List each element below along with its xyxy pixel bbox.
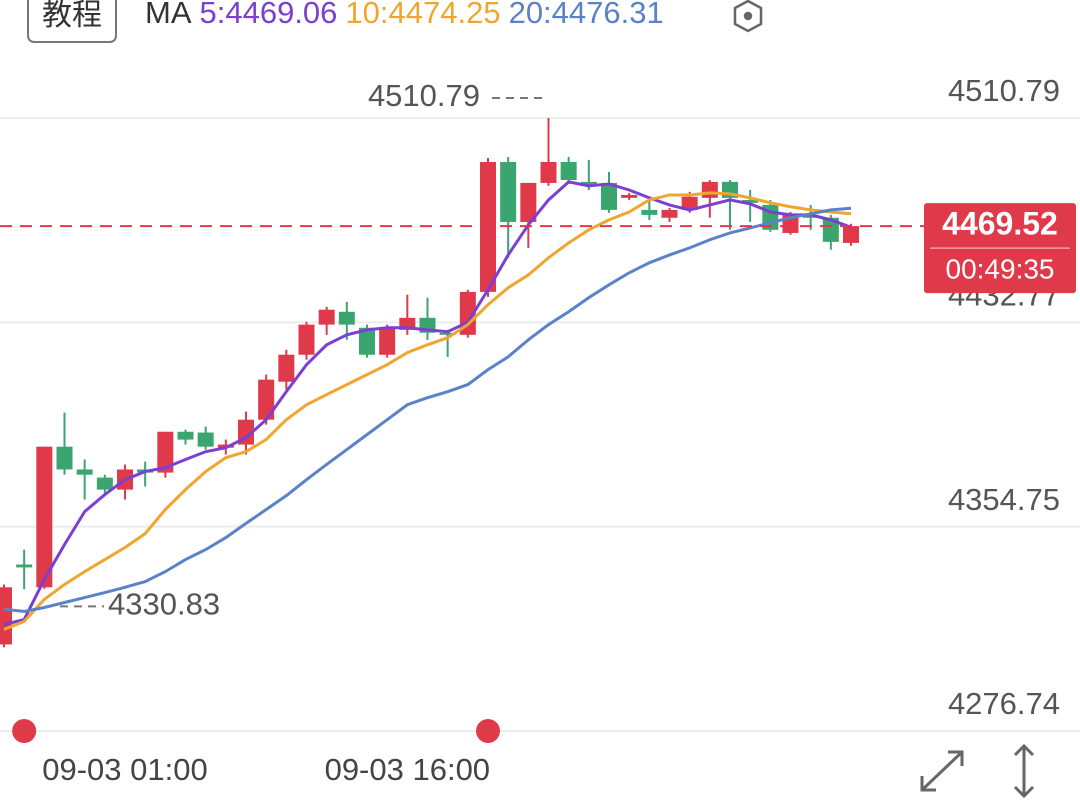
candle-body	[822, 217, 839, 242]
candle-body	[580, 181, 597, 186]
legend-entry: 20:4476.31	[509, 0, 664, 30]
scale-icon[interactable]	[1013, 743, 1035, 799]
x-tick-label: 09-03 01:00	[42, 752, 207, 787]
ma-line	[3, 206, 852, 613]
candle-body	[278, 354, 295, 382]
last-price-label: 4469.52	[942, 206, 1058, 242]
candle-body	[843, 226, 859, 243]
ma-line	[3, 191, 852, 631]
candle-body	[96, 477, 113, 490]
candle-body	[338, 311, 355, 325]
tutorial-button[interactable]	[27, 0, 117, 43]
candle-body	[621, 194, 638, 198]
candle-body	[36, 446, 53, 588]
legend-entry: 5:4469.06	[200, 0, 338, 30]
candle-body	[298, 324, 315, 355]
candle-body	[540, 161, 557, 183]
candle-body	[157, 431, 174, 473]
y-tick-label: 4276.74	[948, 686, 1060, 721]
ma-line	[3, 180, 852, 626]
candle-body	[197, 432, 214, 447]
candle-body	[76, 469, 93, 475]
settings-icon[interactable]	[733, 0, 763, 33]
candle-body	[16, 564, 33, 568]
candle-body	[681, 196, 698, 210]
y-tick-label: 4354.75	[948, 482, 1060, 517]
low-marker-label: 4330.83	[108, 587, 220, 622]
candle-body	[701, 181, 718, 198]
countdown-label: 00:49:35	[946, 253, 1055, 284]
candle-body	[359, 327, 375, 355]
candle-body	[0, 587, 12, 645]
candle-body	[379, 327, 396, 355]
candle-body	[439, 332, 456, 335]
candle-body	[520, 182, 537, 222]
high-marker-label: 4510.79	[368, 78, 480, 113]
candle-body	[500, 161, 517, 222]
event-marker	[476, 719, 500, 743]
candle-body	[177, 431, 194, 440]
tutorial-label[interactable]: 教程	[42, 0, 102, 32]
expand-icon[interactable]	[920, 750, 964, 792]
candle-body	[742, 199, 759, 203]
legend-entry: 10:4474.25	[345, 0, 500, 30]
candle-body	[661, 209, 678, 218]
candle-body	[318, 309, 335, 325]
candle-body	[258, 379, 275, 420]
candle-body	[560, 161, 577, 181]
y-tick-label: 4510.79	[948, 73, 1060, 108]
candle-body	[641, 209, 658, 215]
x-tick-label: 09-03 16:00	[325, 752, 490, 787]
event-marker	[12, 719, 37, 743]
ma-legend: MA 5:4469.06 10:4474.25 20:4476.31	[145, 0, 664, 30]
candle-body	[56, 446, 73, 470]
legend-title: MA	[145, 0, 192, 30]
candle-body	[601, 182, 617, 210]
